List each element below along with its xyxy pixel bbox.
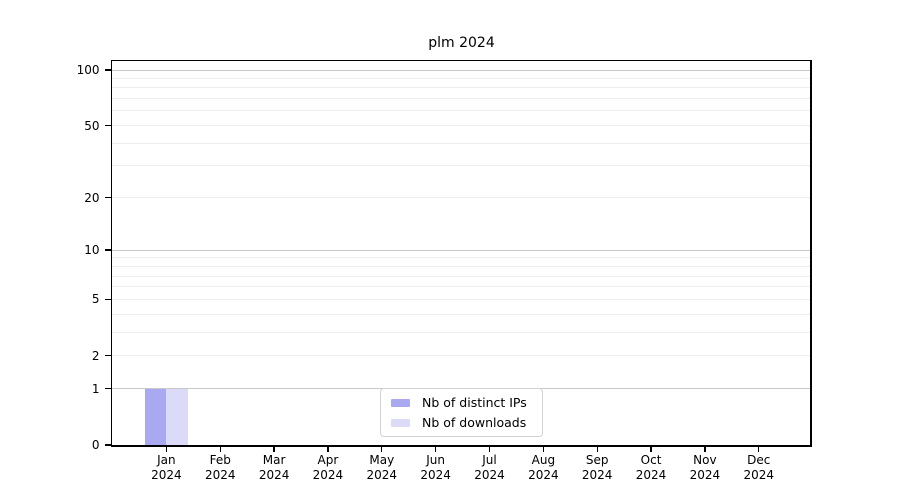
y-axis-tick bbox=[104, 298, 111, 301]
x-tick-year: 2024 bbox=[204, 468, 236, 482]
x-tick-year: 2024 bbox=[151, 468, 182, 482]
y-tick-label: 5 bbox=[91, 292, 100, 307]
gridline-minor bbox=[112, 197, 810, 199]
x-tick-month: Jan bbox=[157, 453, 176, 467]
gridline-major bbox=[112, 249, 810, 251]
y-tick-label: 2 bbox=[91, 348, 100, 363]
x-tick-month: Feb bbox=[209, 453, 231, 467]
x-axis-tick bbox=[273, 446, 275, 452]
x-tick-label: Aug 2024 bbox=[511, 453, 575, 483]
y-axis-tick bbox=[104, 444, 111, 446]
x-tick-year: 2024 bbox=[474, 468, 505, 482]
x-tick-label: Sep 2024 bbox=[565, 453, 629, 483]
x-tick-year: 2024 bbox=[689, 468, 721, 482]
x-tick-month: Dec bbox=[747, 453, 771, 467]
x-tick-year: 2024 bbox=[258, 468, 290, 482]
y-tick-label: 100 bbox=[76, 63, 100, 77]
x-tick-label: Mar 2024 bbox=[242, 453, 306, 483]
x-axis-tick bbox=[704, 446, 706, 452]
y-tick-label: 20 bbox=[84, 190, 100, 205]
x-tick-month: Aug bbox=[531, 453, 556, 467]
x-tick-year: 2024 bbox=[581, 468, 613, 482]
gridline-minor bbox=[112, 110, 810, 112]
x-axis-tick bbox=[488, 446, 491, 452]
y-axis-tick bbox=[104, 196, 111, 199]
legend-swatch-distinct-ips-icon bbox=[391, 398, 410, 407]
y-axis-tick bbox=[104, 69, 111, 71]
bar-downloads-jan bbox=[166, 388, 188, 445]
y-axis-tick bbox=[104, 124, 111, 127]
y-tick-label: 1 bbox=[91, 381, 100, 396]
x-tick-label: Nov 2024 bbox=[673, 453, 737, 483]
x-axis-tick bbox=[542, 446, 545, 452]
x-axis-tick bbox=[596, 446, 598, 452]
legend-label-downloads: Nb of downloads bbox=[422, 415, 527, 430]
chart-title: plm 2024 bbox=[428, 35, 495, 51]
x-tick-month: Nov bbox=[693, 453, 717, 467]
y-axis-tick bbox=[104, 387, 111, 390]
legend-swatch-downloads-icon bbox=[391, 418, 410, 427]
gridline-minor bbox=[112, 286, 810, 288]
bar-distinct-ips-jan bbox=[144, 388, 167, 445]
legend-item-downloads: Nb of downloads bbox=[391, 415, 542, 430]
x-tick-month: Jun bbox=[426, 453, 446, 467]
x-tick-month: Sep bbox=[585, 453, 609, 467]
x-tick-year: 2024 bbox=[420, 468, 451, 482]
spine-right bbox=[810, 59, 812, 447]
x-tick-month: Apr bbox=[317, 453, 339, 467]
x-tick-year: 2024 bbox=[312, 468, 344, 482]
gridline-minor bbox=[112, 257, 810, 259]
x-axis-tick bbox=[650, 446, 652, 452]
y-tick-label: 0 bbox=[91, 438, 100, 452]
x-tick-label: Jul 2024 bbox=[458, 453, 522, 483]
spine-top bbox=[110, 59, 812, 61]
gridline-major bbox=[112, 69, 810, 71]
x-tick-label: Jan 2024 bbox=[134, 453, 198, 483]
x-tick-month: Oct bbox=[640, 453, 662, 467]
gridline-minor bbox=[112, 275, 810, 277]
x-tick-label: Jun 2024 bbox=[404, 453, 468, 483]
x-tick-year: 2024 bbox=[366, 468, 398, 482]
gridline-minor bbox=[112, 125, 810, 127]
x-tick-year: 2024 bbox=[528, 468, 559, 482]
x-tick-month: Mar bbox=[262, 453, 286, 467]
y-tick-label: 50 bbox=[84, 118, 100, 133]
gridline-minor bbox=[112, 331, 810, 333]
legend: Nb of distinct IPs Nb of downloads bbox=[380, 388, 543, 437]
x-tick-month: Jul bbox=[482, 453, 497, 467]
x-tick-year: 2024 bbox=[635, 468, 667, 482]
x-tick-label: May 2024 bbox=[350, 453, 414, 483]
gridline-minor bbox=[112, 165, 810, 167]
gridline-minor bbox=[112, 313, 810, 315]
x-axis-tick bbox=[381, 446, 383, 452]
x-axis-tick bbox=[758, 446, 760, 452]
x-tick-label: Dec 2024 bbox=[727, 453, 791, 483]
legend-item-distinct-ips: Nb of distinct IPs bbox=[391, 395, 542, 410]
x-axis-tick bbox=[327, 446, 329, 452]
spine-bottom bbox=[110, 445, 812, 447]
y-axis-tick bbox=[104, 355, 111, 357]
x-axis-tick bbox=[219, 446, 221, 452]
gridline-minor bbox=[112, 355, 810, 357]
y-tick-label: 10 bbox=[84, 243, 100, 258]
x-axis-tick bbox=[434, 446, 437, 452]
gridline-minor bbox=[112, 142, 810, 144]
x-tick-label: Apr 2024 bbox=[296, 453, 360, 483]
x-tick-month: May bbox=[369, 453, 395, 467]
x-tick-label: Feb 2024 bbox=[188, 453, 252, 483]
gridline-minor bbox=[112, 77, 810, 79]
gridline-minor bbox=[112, 298, 810, 300]
legend-label-distinct-ips: Nb of distinct IPs bbox=[422, 395, 527, 410]
spine-left bbox=[110, 59, 112, 447]
y-axis-tick bbox=[104, 249, 111, 251]
x-tick-label: Oct 2024 bbox=[619, 453, 683, 483]
gridline-minor bbox=[112, 265, 810, 267]
x-axis-tick bbox=[165, 446, 168, 452]
gridline-minor bbox=[112, 87, 810, 89]
x-tick-year: 2024 bbox=[743, 468, 775, 482]
gridline-minor bbox=[112, 98, 810, 100]
